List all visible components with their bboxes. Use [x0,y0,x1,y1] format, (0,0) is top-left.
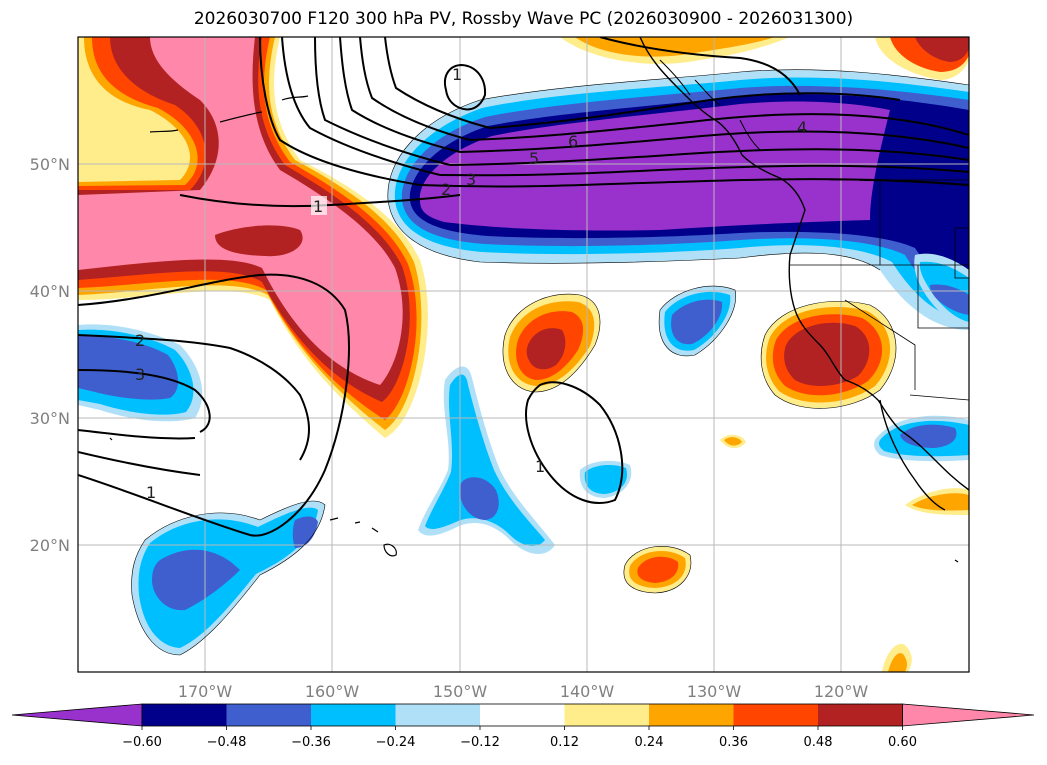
colorbar-label: −0.48 [207,735,247,750]
map-title: 2026030700 F120 300 hPa PV, Rossby Wave … [193,9,854,29]
negative-anomaly-jet [387,69,969,330]
colorbar-label: 0.36 [719,735,748,750]
colorbar-label: −0.36 [291,735,331,750]
contour-label: 4 [797,118,807,137]
contour-label: 1 [535,457,545,476]
negative-anomaly-west [78,324,203,422]
lon-label: 170°W [178,682,233,701]
contour-label: 5 [529,149,539,168]
negative-anomaly-southwest [131,500,325,655]
colorbar-swatch [733,704,818,726]
colorbar-swatch [480,704,565,726]
contour-label: 2 [135,331,145,350]
positive-anomaly-central [503,294,600,392]
colorbar-swatch [142,704,227,726]
lat-label: 30°N [30,409,70,428]
pv-field: 1 2 3 4 5 6 1 2 3 1 1 [78,37,969,672]
colorbar-swatch [649,704,734,726]
positive-anomaly-small [623,434,969,672]
lon-label: 140°W [560,682,615,701]
colorbar-label: −0.24 [376,735,416,750]
colorbar-swatch [818,704,903,726]
lon-label: 150°W [433,682,488,701]
contour-label: 2 [441,180,451,199]
latitude-labels: 50°N 40°N 30°N 20°N [30,155,70,555]
contour-label: 1 [146,483,156,502]
contour-labels: 1 2 3 4 5 6 1 2 3 1 1 [135,65,807,502]
colorbar: −0.60 −0.48 −0.36 −0.24 −0.12 0.12 0.24 0.36 0.4… [11,703,1035,750]
colorbar-extend-max [902,703,1035,727]
lat-label: 50°N [30,155,70,174]
lat-label: 20°N [30,536,70,555]
colorbar-swatch [226,704,311,726]
negative-anomaly-east-edge [914,253,969,330]
coastlines [109,37,969,563]
colorbar-label: 0.12 [550,735,579,750]
longitude-labels: 170°W 160°W 150°W 140°W 130°W 120°W [178,682,869,701]
positive-anomaly-north-center [560,37,969,80]
colorbar-label: 0.24 [635,735,664,750]
colorbar-label: −0.60 [122,735,162,750]
colorbar-swatch [564,704,649,726]
pv-contours [78,37,969,537]
colorbar-swatch [395,704,480,726]
map-frame [77,36,970,673]
colorbar-extend-min [11,703,143,727]
contour-label: 3 [135,365,145,384]
negative-anomaly-baja [874,415,969,462]
gridlines [78,37,969,672]
colorbar-label: 0.60 [888,735,917,750]
colorbar-swatch [311,704,396,726]
contour-label: 1 [452,65,462,84]
anomaly-outlines [131,69,969,656]
lon-label: 160°W [305,682,360,701]
contour-label: 3 [466,170,476,189]
lon-label: 130°W [687,682,742,701]
negative-anomaly-central-filament [418,366,632,555]
contour-label: 6 [568,132,578,151]
lat-label: 40°N [30,282,70,301]
contour-label: 1 [313,197,323,216]
positive-anomaly-california [761,301,897,409]
colorbar-label: −0.12 [460,735,500,750]
colorbar-label: 0.48 [804,735,833,750]
negative-anomaly-east-pacific [659,286,736,356]
lon-label: 120°W [814,682,869,701]
colorbar-outline [141,703,903,727]
